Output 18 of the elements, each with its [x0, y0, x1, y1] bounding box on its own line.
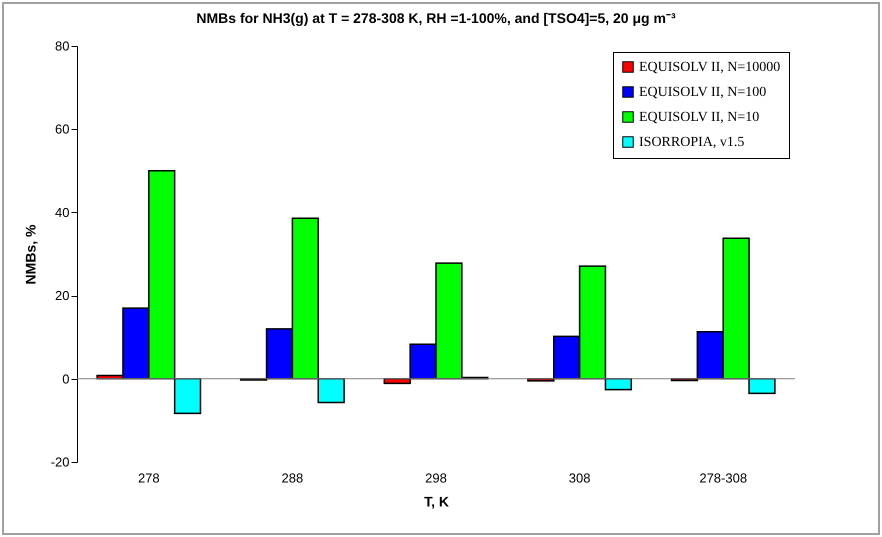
x-tick-label: 298	[425, 470, 447, 486]
legend-label: ISORROPIA, v1.5	[639, 135, 744, 150]
x-tick-label: 278-308	[699, 470, 748, 486]
y-tick-label: 20	[55, 288, 70, 304]
y-tick-label: -20	[50, 454, 70, 470]
x-axis-title: T, K	[424, 494, 449, 510]
chart-title: NMBs for NH3(g) at T = 278-308 K, RH =1-100%, and [TSO4]=5, 20 μg m⁻³	[196, 10, 676, 26]
y-tick-label: 60	[55, 122, 70, 137]
y-tick-label: 80	[55, 38, 70, 54]
legend-label: EQUISOLV II, N=10000	[639, 60, 780, 75]
y-tick-label: 40	[55, 204, 70, 220]
x-tick-label: 278	[138, 470, 160, 486]
y-tick-label: 0	[62, 371, 70, 386]
x-tick-label: 288	[282, 470, 304, 486]
x-tick-label: 308	[568, 470, 590, 486]
legend-label: EQUISOLV II, N=10	[639, 110, 760, 125]
y-axis-title: NMBs, %	[22, 224, 39, 284]
legend-label: EQUISOLV II, N=100	[639, 85, 766, 100]
